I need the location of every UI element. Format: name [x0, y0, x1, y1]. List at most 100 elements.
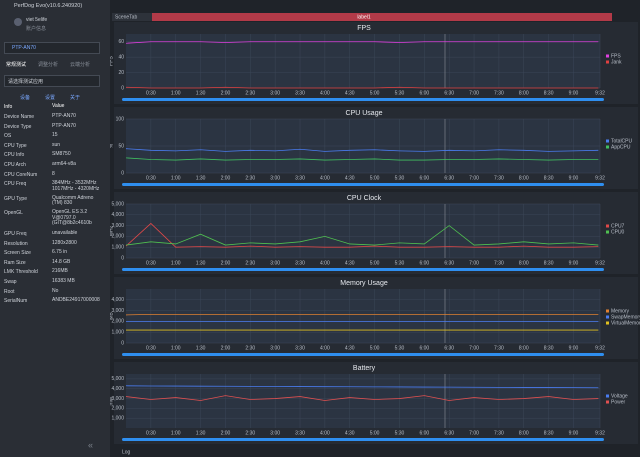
sub-tab[interactable]: 设置 — [45, 95, 56, 101]
info-cell: OpenGL — [4, 210, 23, 217]
x-tick-label: 9:32 — [595, 90, 605, 96]
log[interactable]: Log — [122, 449, 131, 455]
info-row: Root No — [4, 288, 108, 295]
y-tick-label: 2,000 — [111, 319, 124, 325]
info-cell: GPU Freq — [4, 231, 27, 237]
legend-label: VirtualMemory — [611, 320, 640, 326]
plot-area — [126, 204, 600, 258]
x-tick-label: 9:32 — [595, 345, 605, 351]
device-select[interactable] — [4, 42, 100, 54]
x-tick-label: 4:00 — [320, 260, 330, 266]
info-row: Device Name PTP-AN70 — [4, 113, 108, 120]
info-cell: Resolution — [4, 240, 28, 247]
legend-swatch — [606, 394, 609, 398]
x-tick-label: 2:30 — [245, 345, 255, 351]
y-tick-label: 4,000 — [111, 386, 124, 392]
y-tick-label: 50 — [118, 143, 124, 149]
info-row: SerialNum ANDBE24917000008 — [4, 297, 108, 304]
window-title: PerfDog Evo(v10.6.240920) — [14, 3, 83, 9]
info-cell: LMK Threshold — [4, 269, 38, 276]
info-cell: 15 — [52, 132, 58, 139]
y-tick-label: 0 — [121, 255, 124, 261]
x-tick-label: 6:30 — [444, 345, 454, 351]
x-tick-label: 1:00 — [171, 175, 181, 181]
x-tick-label: 2:00 — [221, 90, 231, 96]
x-tick-label: 9:32 — [595, 175, 605, 181]
info-cell: CPU Freq — [4, 181, 27, 188]
x-tick-label: 9:32 — [595, 430, 605, 436]
y-tick-label: 0 — [121, 85, 124, 91]
info-cell: PTP-AN70 — [52, 113, 76, 119]
info-cell: Screen Size — [4, 250, 31, 257]
x-tick-label: 0:30 — [146, 260, 156, 266]
info-row: Swap 16383 MB — [4, 278, 108, 285]
info-cell: Ram Size — [4, 259, 26, 266]
info-cell: Root — [4, 288, 15, 295]
legend-label: Memory — [611, 308, 630, 314]
tab[interactable]: 云端分析 — [70, 62, 91, 68]
x-tick-label: 6:00 — [419, 175, 429, 181]
scene-tab[interactable]: SceneTab — [115, 14, 137, 20]
collapse-icon[interactable]: « — [88, 440, 94, 450]
x-tick-label: 9:00 — [569, 90, 579, 96]
info-cell: CPU CoreNum — [4, 171, 38, 178]
info-row: GPU Freq unavailable — [4, 230, 108, 237]
sub-tab[interactable]: 设备 — [20, 95, 31, 101]
series-line — [125, 225, 599, 246]
legend-swatch — [606, 145, 609, 149]
x-tick-label: 1:30 — [196, 175, 206, 181]
x-tick-label: 9:00 — [569, 345, 579, 351]
range-slider — [122, 98, 604, 101]
x-tick-label: 2:00 — [221, 260, 231, 266]
x-tick-label: 4:00 — [320, 345, 330, 351]
app-select[interactable] — [4, 75, 100, 87]
label-bar — [152, 13, 612, 21]
plot-area — [126, 34, 600, 88]
legend-label: Jank — [611, 59, 622, 65]
y-axis-label: MB — [110, 312, 114, 320]
header-cell: Value — [52, 103, 65, 109]
legend-swatch — [606, 309, 609, 313]
plot-area — [126, 289, 600, 343]
x-tick-label: 3:30 — [295, 90, 305, 96]
info-cell: 14.8 GB — [52, 258, 71, 265]
x-tick-label: 0:30 — [146, 345, 156, 351]
info-cell: GPU Type — [4, 195, 27, 202]
tab[interactable]: 常规测试 — [6, 62, 27, 68]
x-tick-label: 5:30 — [395, 175, 405, 181]
info-cell: sun — [52, 141, 61, 148]
info-cell: Swap — [4, 279, 17, 285]
info-cell: 384MHz - 3532MHz 1017MHz - 4320MHz — [52, 180, 100, 192]
scene-tab-bg — [112, 13, 152, 21]
x-tick-label: 3:00 — [270, 260, 280, 266]
x-tick-label: 0:30 — [146, 90, 156, 96]
x-tick-label: 6:30 — [444, 260, 454, 266]
x-tick-label: 6:00 — [419, 345, 429, 351]
tab[interactable]: 调整分析 — [38, 62, 59, 68]
x-tick-label: 8:30 — [544, 260, 554, 266]
info-row: CPU Freq 384MHz - 3532MHz 1017MHz - 4320M… — [4, 180, 108, 192]
info-row: OpenGL OpenGL ES 3.2 V@0797.0 (GIT@8b2c46… — [4, 210, 108, 227]
x-tick-label: 1:30 — [196, 260, 206, 266]
x-tick-label: 3:30 — [295, 430, 305, 436]
legend-swatch — [606, 60, 609, 64]
chart-title: CPU Clock — [347, 195, 382, 202]
y-axis-label: mW — [110, 396, 114, 405]
info-row: CPU CoreNum 8 — [4, 171, 108, 178]
info-cell: 216MB — [52, 268, 68, 275]
x-tick-label: 4:00 — [320, 430, 330, 436]
x-tick-label: 7:30 — [494, 260, 504, 266]
x-tick-label: 7:00 — [469, 260, 479, 266]
x-tick-label: 8:00 — [519, 260, 529, 266]
sub-tab[interactable]: 关于 — [70, 95, 81, 101]
x-tick-label: 0:30 — [146, 430, 156, 436]
y-tick-label: 5,000 — [111, 376, 124, 382]
y-tick-label: 1,000 — [111, 330, 124, 336]
x-tick-label: 9:00 — [569, 175, 579, 181]
x-tick-label: 7:00 — [469, 430, 479, 436]
x-tick-label: 8:30 — [544, 345, 554, 351]
account[interactable]: 账户信息 — [26, 26, 47, 32]
x-tick-label: 1:30 — [196, 90, 206, 96]
x-tick-label: 6:30 — [444, 175, 454, 181]
chart-title: Battery — [353, 365, 376, 372]
